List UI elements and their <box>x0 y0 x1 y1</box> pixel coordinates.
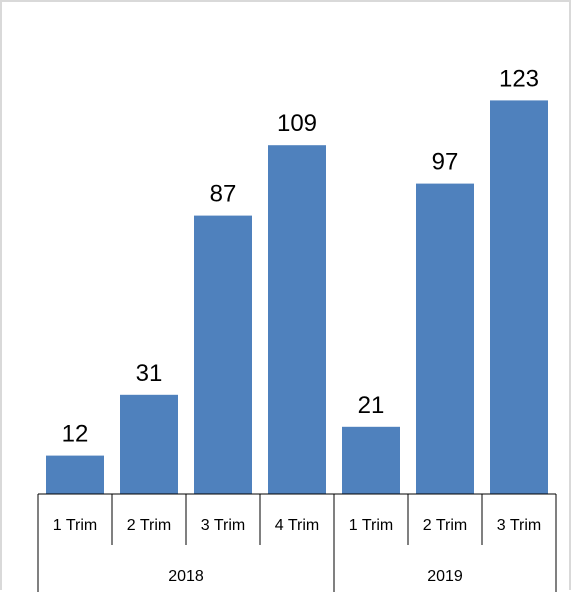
category-label-2: 2 Trim <box>127 517 171 534</box>
category-label-1: 1 Trim <box>53 517 97 534</box>
bar-6 <box>416 183 474 494</box>
bar-3 <box>194 215 252 494</box>
data-labels-layer: 12 31 87 109 21 97 123 <box>62 65 539 447</box>
group-label-2019: 2019 <box>427 568 463 585</box>
category-label-3: 3 Trim <box>201 517 245 534</box>
group-label-2018: 2018 <box>168 568 204 585</box>
data-label-5: 21 <box>358 392 385 419</box>
category-label-7: 3 Trim <box>497 517 541 534</box>
category-label-6: 2 Trim <box>423 517 467 534</box>
bars-layer <box>46 100 548 495</box>
bar-7 <box>490 100 548 495</box>
data-label-7: 123 <box>499 65 539 92</box>
category-label-4: 4 Trim <box>275 517 319 534</box>
data-label-1: 12 <box>62 421 89 448</box>
bar-5 <box>342 426 400 494</box>
data-label-4: 109 <box>277 110 317 137</box>
bar-1 <box>46 455 104 494</box>
bar-2 <box>120 394 178 494</box>
data-label-3: 87 <box>210 181 237 208</box>
bar-4 <box>268 145 326 494</box>
category-axis: 1 Trim 2 Trim 3 Trim 4 Trim 1 Trim 2 Trim 3 Tr… <box>37 493 557 592</box>
data-label-2: 31 <box>136 360 163 387</box>
category-label-5: 1 Trim <box>349 517 393 534</box>
data-label-6: 97 <box>432 149 459 176</box>
